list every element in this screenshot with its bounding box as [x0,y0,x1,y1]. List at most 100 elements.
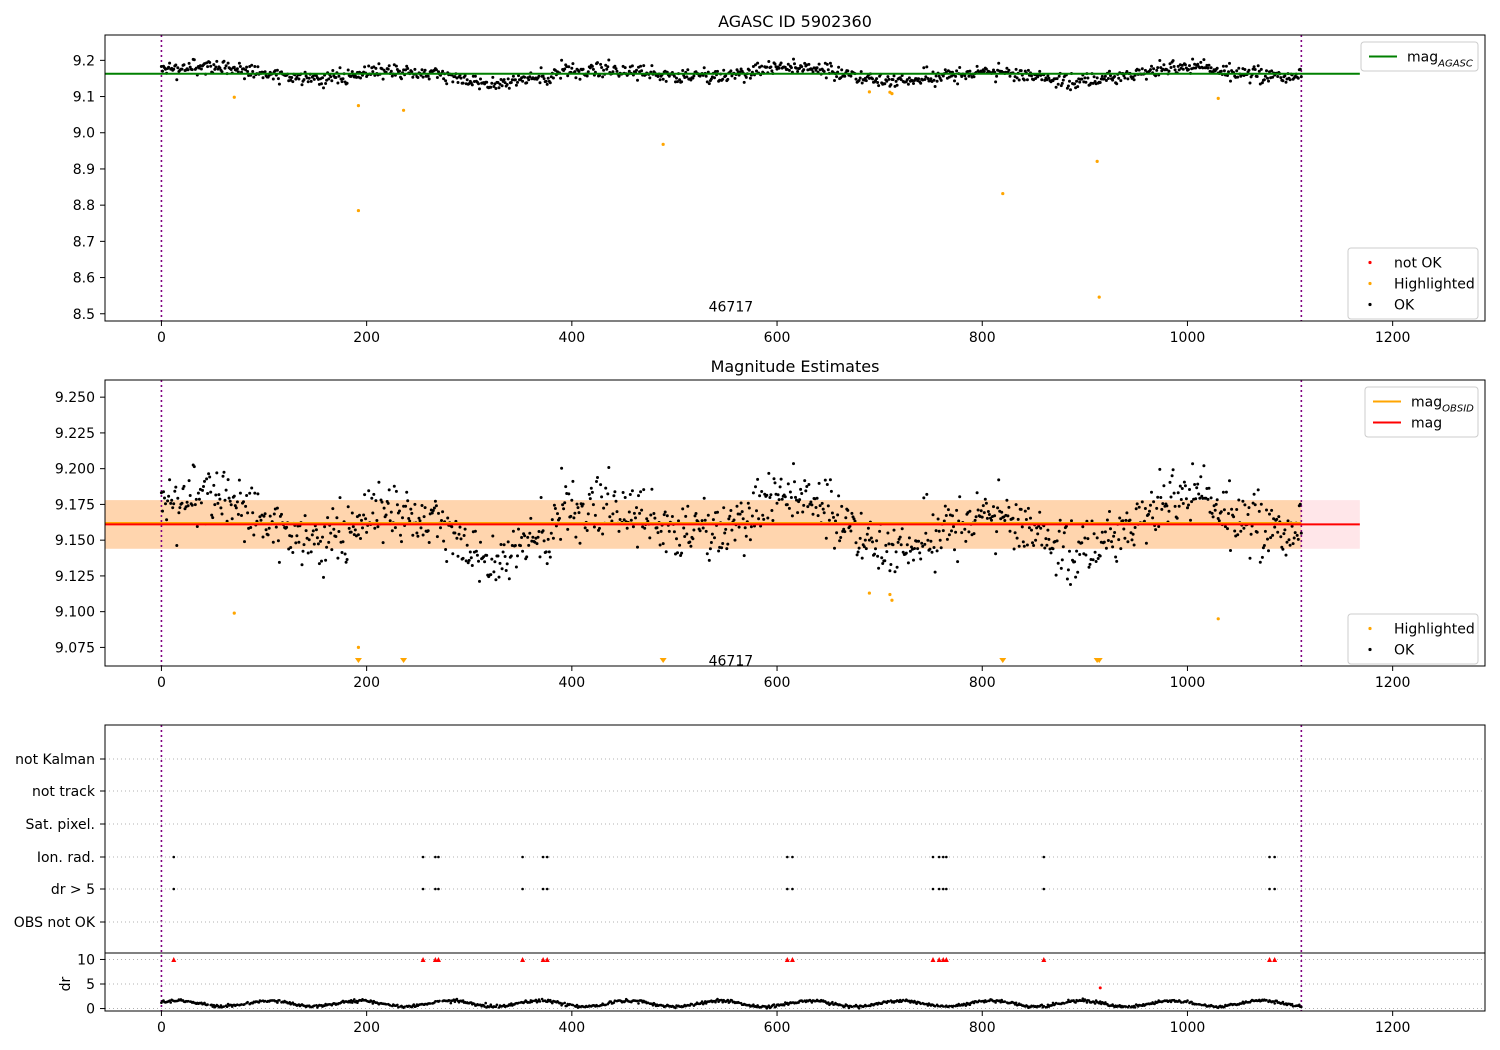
ok-point [1277,515,1281,519]
ok-point [754,63,757,67]
ok-point [932,78,936,82]
dr-point [1127,1004,1131,1008]
ok-point [363,65,367,69]
ok-point [1126,77,1130,81]
dr-point [1272,1000,1275,1003]
ok-point [807,62,811,66]
ok-point [567,65,571,69]
ok-point [1154,528,1158,532]
ok-point [854,77,858,81]
ok-point [744,534,748,538]
ok-point [823,478,827,482]
ok-point [679,554,683,557]
ok-point [1177,68,1181,72]
ok-point [320,559,323,563]
ok-point [630,489,634,493]
ok-point [877,84,881,88]
ok-point [955,69,959,73]
dr-point [438,999,441,1003]
dr-point [1281,1000,1285,1004]
ok-point [839,76,843,80]
ok-point [1271,75,1275,79]
x-tick-label: 0 [157,330,166,346]
ok-point [519,544,522,548]
ok-point [746,501,750,505]
ok-point [900,527,904,531]
ok-point [721,542,725,545]
dr-point [887,1000,891,1003]
ok-point [437,511,440,515]
ok-point [1256,64,1260,68]
ok-point [720,546,724,550]
ok-point [1194,66,1198,70]
ok-point [517,527,520,531]
x-tick-label: 1000 [1170,1020,1206,1036]
flag-point [791,855,794,859]
ok-point [1248,81,1252,85]
ok-point [459,537,463,541]
ok-point [547,550,551,554]
highlighted-point [867,591,871,595]
ok-point [1065,86,1069,90]
dr-point [726,998,730,1002]
ok-point [1083,536,1087,540]
ok-point [595,480,598,483]
ok-point [574,535,578,539]
ok-point [1014,503,1018,507]
ok-point [986,510,990,513]
ok-point [312,542,316,546]
ok-point [190,503,194,507]
ok-point [817,62,821,66]
x-tick-label: 1000 [1170,675,1206,691]
highlighted-point [1095,159,1099,163]
x-tick-label: 200 [353,675,380,691]
ok-point [167,65,171,69]
ok-point [854,541,858,545]
ok-point [642,488,646,492]
ok-point [353,528,357,532]
flag-row-label: Sat. pixel. [26,817,95,833]
ok-point [1103,530,1107,534]
flag-point [434,887,437,891]
ok-point [972,532,976,536]
ok-point [1054,85,1058,89]
ok-point [566,527,570,531]
ok-point [1217,519,1221,523]
ok-point [710,532,714,536]
ok-point [170,498,174,502]
ok-point [1045,543,1049,547]
ok-point [895,83,899,87]
ok-point [1025,543,1029,547]
ok-point [1119,547,1123,551]
ok-point [640,508,644,512]
ok-point [169,501,173,505]
ok-point [1219,510,1223,514]
ok-point [750,514,754,518]
ok-point [610,519,614,523]
ok-point [373,526,377,530]
ok-point [477,82,480,86]
ok-point [275,506,279,510]
ok-point [561,503,565,507]
flag-point [521,855,524,859]
flag-point [541,855,545,859]
ok-point [238,65,242,68]
ok-point [1060,558,1064,562]
ok-point [891,78,895,82]
ok-point [1293,531,1297,535]
ok-point [465,78,469,82]
ok-point [1133,526,1137,529]
ok-point [556,512,559,516]
ok-point [1084,553,1088,557]
ok-point [1176,491,1180,495]
ok-point [639,490,643,494]
ok-point [864,547,868,551]
ok-point [374,66,378,70]
ok-point [865,532,869,536]
ok-point [1255,530,1259,534]
ok-point [1159,496,1163,499]
ok-point [475,553,479,557]
ok-point [607,466,611,469]
ok-point [905,543,909,547]
ok-point [920,541,924,545]
